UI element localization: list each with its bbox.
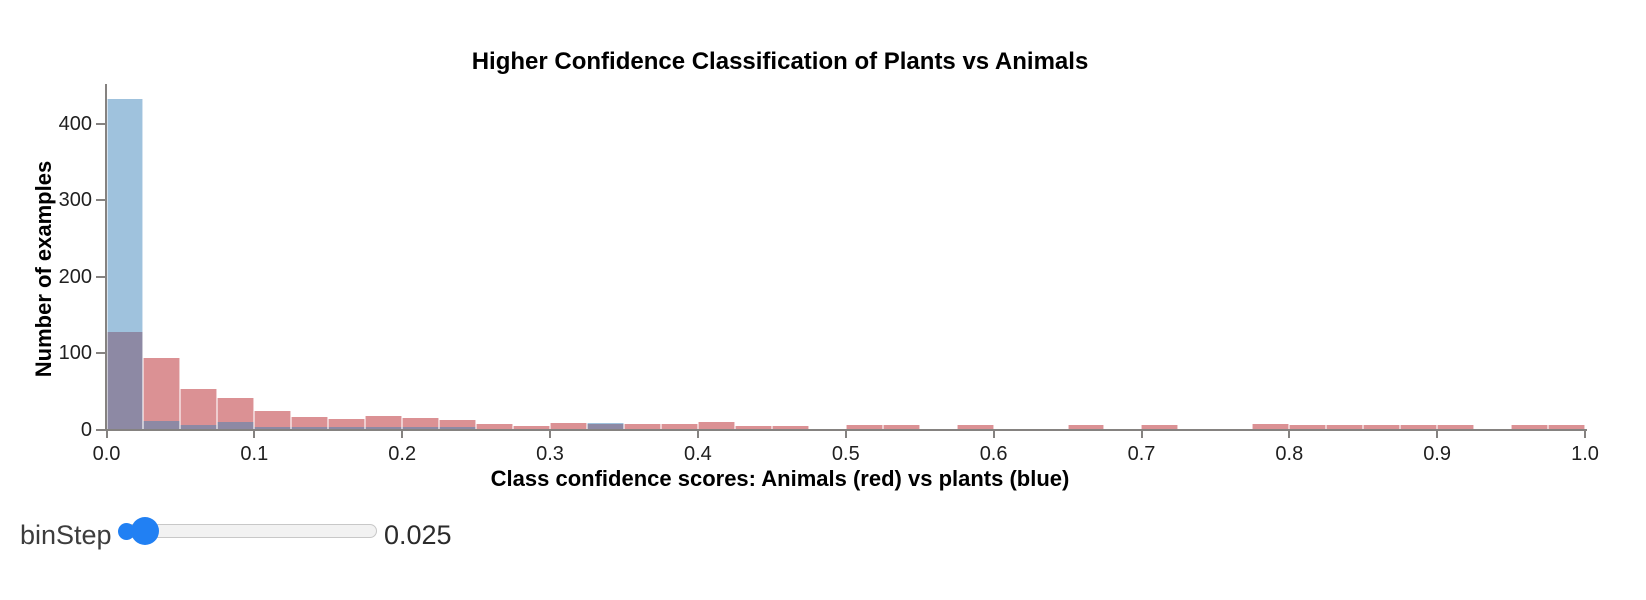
x-tick-0.2 [401, 431, 404, 438]
bar-animals-32 [1289, 425, 1327, 429]
bar-animals-39 [1548, 425, 1585, 429]
bar-animals-26 [1067, 425, 1105, 429]
bar-animals-31 [1252, 423, 1290, 429]
y-tick-label-0: 0 [80, 418, 92, 441]
x-tick-label-0.5: 0.5 [831, 443, 860, 465]
bar-overlap-9 [439, 427, 477, 429]
x-tick-label-0.1: 0.1 [240, 443, 269, 465]
bar-overlap-6 [328, 426, 366, 429]
bar-animals-12 [550, 422, 587, 429]
x-tick-0.1 [253, 431, 256, 438]
bar-animals-6 [328, 419, 366, 429]
x-tick-label-0.6: 0.6 [979, 443, 1008, 465]
x-tick-0.7 [1140, 431, 1143, 438]
x-tick-label-0.4: 0.4 [683, 443, 712, 465]
bar-animals-15 [660, 423, 698, 429]
x-axis-line [104, 429, 1587, 431]
y-tick-label-200: 200 [58, 265, 92, 288]
x-axis-title: Class confidence scores: Animals (red) v… [490, 466, 1070, 491]
chart-title: Higher Confidence Classification of Plan… [471, 48, 1089, 75]
bar-animals-16 [697, 422, 735, 429]
x-tick-0.0 [105, 431, 108, 438]
y-tick-0 [96, 428, 105, 431]
bar-animals-23 [956, 425, 994, 429]
x-tick-label-0.0: 0.0 [92, 443, 121, 465]
bar-overlap-1 [143, 420, 181, 429]
x-tick-label-0.8: 0.8 [1275, 443, 1304, 465]
y-tick-200 [96, 275, 105, 278]
bar-animals-17 [734, 425, 772, 429]
x-tick-0.6 [992, 431, 995, 438]
bar-animals-5 [291, 416, 329, 429]
x-tick-0.5 [844, 431, 847, 438]
x-tick-label-0.2: 0.2 [388, 443, 417, 465]
bar-animals-14 [623, 423, 661, 429]
bar-overlap-7 [365, 426, 403, 429]
bar-animals-2 [180, 389, 218, 429]
bar-animals-28 [1141, 425, 1179, 429]
bar-animals-4 [254, 410, 292, 429]
bar-animals-7 [365, 416, 403, 429]
bar-overlap-8 [402, 427, 440, 429]
y-tick-label-300: 300 [58, 189, 92, 212]
bar-animals-8 [402, 417, 440, 429]
y-tick-100 [96, 352, 105, 355]
y-tick-400 [96, 122, 105, 125]
y-tick-label-400: 400 [58, 112, 92, 135]
bar-animals-1 [143, 357, 181, 429]
x-tick-label-0.3: 0.3 [536, 443, 564, 465]
binstep-slider-thumb[interactable] [131, 517, 159, 545]
x-tick-label-1.0: 1.0 [1571, 443, 1599, 465]
binstep-value: 0.025 [384, 520, 452, 550]
bar-overlap-13 [587, 423, 624, 429]
x-tick-0.4 [696, 431, 699, 438]
bar-animals-35 [1400, 425, 1438, 429]
x-tick-label-0.7: 0.7 [1127, 443, 1156, 465]
x-tick-label-0.9: 0.9 [1423, 443, 1451, 465]
bar-animals-21 [882, 425, 920, 429]
bar-overlap-0 [106, 331, 144, 429]
bar-animals-18 [771, 425, 809, 429]
y-tick-300 [96, 199, 105, 202]
y-tick-label-100: 100 [58, 342, 92, 365]
binstep-label: binStep [20, 520, 112, 550]
bar-overlap-4 [254, 427, 292, 429]
bar-animals-11 [513, 425, 551, 429]
binstep-slider-thumb[interactable] [118, 523, 135, 540]
bar-overlap-5 [291, 426, 329, 429]
bar-animals-10 [476, 423, 514, 429]
x-tick-0.9 [1436, 431, 1439, 438]
bar-animals-36 [1437, 425, 1475, 429]
bar-animals-34 [1363, 425, 1401, 429]
bar-overlap-3 [217, 422, 255, 429]
x-tick-1.0 [1584, 431, 1586, 438]
bar-animals-38 [1511, 425, 1549, 429]
bar-animals-33 [1326, 425, 1364, 429]
bar-overlap-2 [180, 425, 218, 429]
x-tick-0.8 [1288, 431, 1291, 438]
y-axis-line [104, 84, 107, 431]
bar-animals-20 [845, 425, 883, 429]
binstep-slider-track[interactable] [124, 524, 377, 538]
bar-animals-9 [439, 419, 477, 429]
x-tick-0.3 [549, 431, 551, 438]
